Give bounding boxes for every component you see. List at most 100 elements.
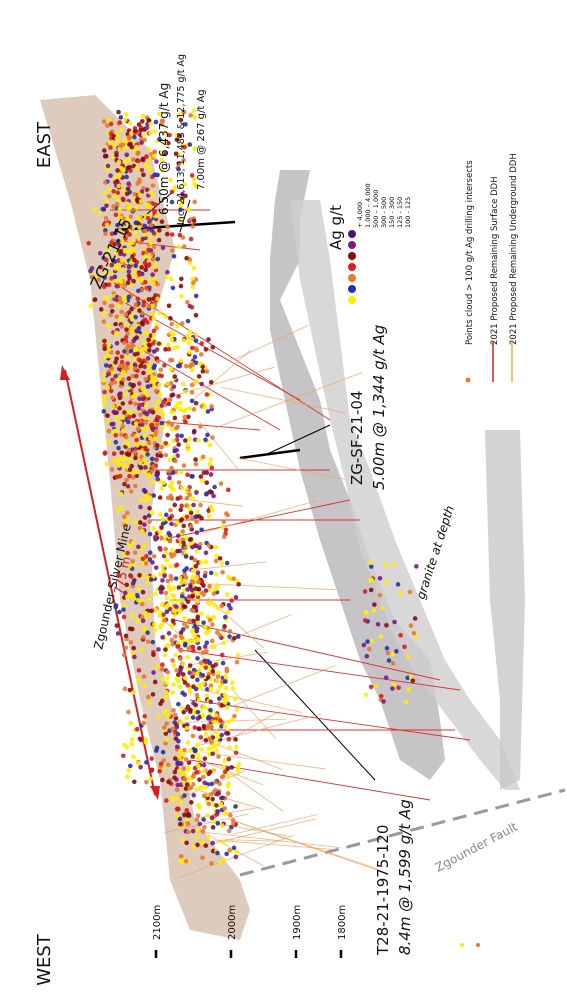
intersect-point — [156, 415, 162, 421]
intersect-point — [169, 496, 175, 501]
intersect-point — [159, 421, 165, 426]
intersect-point — [125, 331, 130, 336]
intersect-point — [147, 408, 152, 414]
intersect-point — [232, 696, 238, 702]
intersect-point — [181, 523, 187, 529]
intersect-point — [152, 621, 157, 627]
underground-ddh — [177, 498, 243, 507]
intersect-point — [199, 381, 205, 387]
intersect-point — [122, 481, 127, 487]
intersect-point — [176, 701, 181, 707]
intersect-point — [183, 641, 188, 647]
intersect-point — [167, 457, 173, 462]
intersect-point — [368, 560, 374, 565]
intersect-point — [209, 404, 214, 409]
intersect-point — [117, 420, 123, 425]
fault-block — [485, 430, 525, 790]
intersect-point — [165, 602, 171, 608]
intersect-point — [130, 540, 136, 546]
intersect-point — [186, 760, 192, 765]
intersect-point — [164, 690, 169, 695]
intersect-point — [182, 616, 187, 621]
intersect-point — [177, 495, 183, 500]
intersect-point — [195, 626, 200, 631]
intersect-point — [102, 284, 107, 290]
intersect-point — [183, 786, 189, 791]
intersect-point — [196, 374, 202, 379]
intersect-point — [129, 741, 135, 747]
intersect-point — [175, 760, 180, 765]
intersect-point — [215, 821, 221, 826]
intersect-point — [107, 186, 113, 192]
intersect-point — [211, 591, 217, 596]
legend-swatch — [348, 252, 356, 260]
intersect-point — [148, 240, 154, 245]
intersect-point — [132, 352, 138, 357]
intersect-point — [115, 168, 120, 173]
intersect-point — [224, 560, 230, 566]
intersect-point — [109, 262, 115, 268]
intersect-point — [188, 523, 194, 529]
intersect-point — [149, 228, 155, 233]
intersect-point — [147, 168, 153, 173]
intersect-point — [160, 245, 166, 250]
intersect-point — [163, 546, 168, 552]
intersect-point — [158, 701, 163, 706]
intersect-point — [164, 595, 170, 601]
intersect-point — [106, 342, 112, 348]
surface-ddh — [174, 619, 441, 681]
intersect-point — [163, 647, 168, 652]
intersect-point — [156, 647, 161, 652]
intersect-point — [165, 432, 170, 438]
intersect-point — [161, 758, 166, 763]
intersect-point — [116, 258, 122, 263]
intersect-point — [135, 597, 141, 603]
intersect-point — [384, 623, 389, 628]
intersect-point — [127, 232, 132, 237]
legend-swatch — [348, 274, 356, 282]
intersect-point — [111, 409, 117, 415]
intersect-point — [194, 638, 200, 643]
pointer — [254, 649, 376, 781]
intersect-point — [146, 262, 152, 267]
intersect-point — [157, 613, 162, 618]
intersect-point — [203, 785, 209, 790]
intersect-point — [89, 274, 95, 280]
intersect-point — [159, 602, 165, 607]
intersect-point — [157, 572, 163, 577]
intersect-point — [197, 667, 202, 673]
intersect-point — [142, 232, 148, 237]
intersect-point — [119, 432, 124, 437]
intersect-point — [364, 653, 370, 659]
intersect-point — [142, 228, 148, 234]
intersect-point — [205, 687, 210, 692]
intersect-point — [159, 666, 165, 672]
intersect-point — [167, 475, 172, 481]
intersect-point — [152, 264, 157, 270]
intersect-point — [203, 437, 208, 443]
intersect-point — [414, 564, 419, 569]
hole-name: T28-21-1975-120 — [374, 825, 392, 956]
intersect-point — [187, 663, 193, 668]
intersect-point — [129, 409, 134, 415]
intersect-point — [168, 316, 173, 321]
underground-ddh — [182, 561, 267, 572]
intersect-point — [192, 765, 198, 771]
intersect-point — [214, 748, 219, 754]
intersect-point — [118, 363, 123, 369]
intersect-point — [181, 337, 186, 343]
intersect-point — [181, 408, 186, 414]
intersect-point — [149, 456, 155, 462]
intersect-point — [115, 263, 121, 269]
intersect-point — [139, 647, 145, 652]
intersect-point — [167, 132, 172, 138]
intersect-point — [152, 149, 158, 155]
intersect-point — [157, 392, 163, 397]
intersect-point — [191, 608, 196, 614]
intersect-point — [195, 570, 201, 575]
intersect-point — [181, 771, 187, 777]
intersect-point — [170, 690, 176, 695]
intersect-point — [131, 157, 136, 162]
intersect-point — [136, 288, 141, 294]
intersect-point — [185, 821, 191, 827]
